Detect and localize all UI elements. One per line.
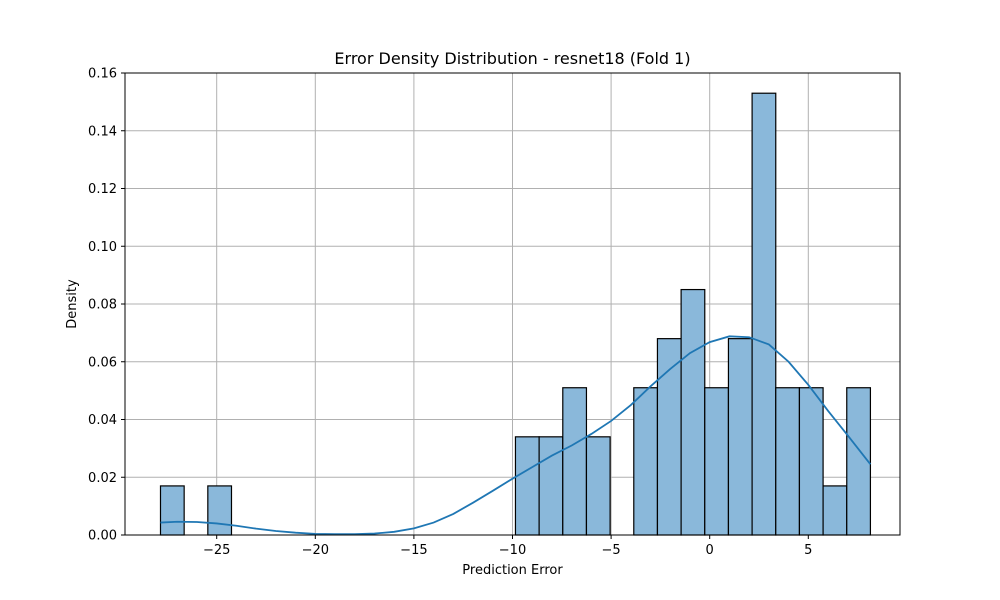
histogram-bar: [727, 338, 753, 536]
y-tick-label: 0.12: [88, 182, 117, 197]
histogram-bar: [159, 485, 185, 536]
histogram-bar: [514, 436, 540, 536]
y-tick-label: 0.08: [88, 298, 117, 313]
axis-ticks: −25 −20 −15 −10 −5 0 5 0.00 0.02 0.04 0.06 0.08 0.10…: [88, 67, 812, 559]
y-tick-label: 0.04: [88, 413, 117, 428]
y-tick-label: 0.14: [88, 124, 117, 139]
y-axis-label: Density: [65, 279, 80, 329]
chart-title: Error Density Distribution - resnet18 (F…: [334, 49, 690, 68]
x-tick-label: −5: [602, 543, 621, 558]
histogram-bar: [562, 387, 588, 536]
histogram-bar: [704, 387, 730, 536]
histogram-bar: [798, 387, 824, 536]
histogram-bar: [656, 338, 682, 536]
histogram-bar: [822, 485, 848, 536]
x-tick-label: −20: [302, 543, 329, 558]
x-tick-label: 0: [706, 543, 714, 558]
kde-curve: [160, 335, 872, 536]
histogram-bar: [751, 92, 777, 536]
x-tick-label: 5: [804, 543, 812, 558]
x-tick-label: −10: [499, 543, 526, 558]
y-tick-label: 0.00: [88, 529, 117, 544]
histogram-bar: [680, 288, 706, 536]
x-tick-label: −25: [203, 543, 230, 558]
histogram-bar: [846, 387, 872, 536]
histogram-bar: [633, 387, 659, 536]
histogram-bar: [207, 485, 233, 536]
y-tick-label: 0.06: [88, 355, 117, 370]
x-tick-label: −15: [400, 543, 427, 558]
y-tick-label: 0.10: [88, 240, 117, 255]
x-axis-label: Prediction Error: [462, 563, 563, 578]
histogram-bar: [775, 387, 801, 536]
y-tick-label: 0.16: [88, 67, 117, 82]
histogram-bar: [585, 436, 611, 536]
y-tick-label: 0.02: [88, 471, 117, 486]
histogram-bars: [159, 92, 872, 536]
